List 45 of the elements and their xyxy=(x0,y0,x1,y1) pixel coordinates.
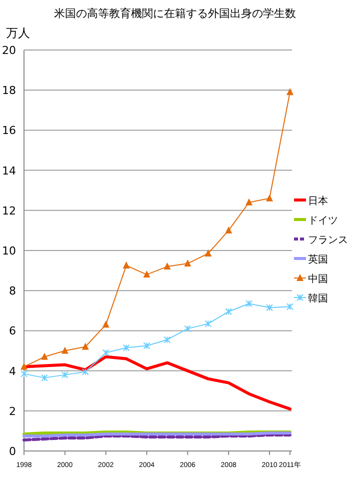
point xyxy=(246,300,253,308)
point xyxy=(82,368,89,376)
point xyxy=(82,342,89,350)
legend-label: 日本 xyxy=(308,195,328,207)
y-tick-label: 16 xyxy=(2,124,16,138)
y-tick-label: 4 xyxy=(9,364,16,378)
y-tick-label: 12 xyxy=(2,204,16,218)
point xyxy=(266,194,273,202)
point xyxy=(164,262,171,270)
y-tick-label: 0 xyxy=(9,445,16,458)
point xyxy=(184,260,192,267)
legend-label: フランス xyxy=(308,235,348,246)
point xyxy=(246,198,253,206)
point xyxy=(143,342,150,350)
point xyxy=(204,250,212,257)
point xyxy=(20,362,28,370)
point xyxy=(40,374,48,382)
y-tick-label: 14 xyxy=(2,164,16,178)
point xyxy=(122,344,130,352)
point xyxy=(61,371,68,378)
point xyxy=(266,304,273,312)
y-axis-title: 万人 xyxy=(6,26,30,40)
y-tick-label: 18 xyxy=(2,84,16,98)
y-tick-label: 10 xyxy=(2,244,16,258)
legend-label: 英国 xyxy=(308,254,328,266)
legend-label: ドイツ xyxy=(308,216,338,226)
point xyxy=(164,336,171,344)
point xyxy=(102,320,110,328)
y-tick-label: 6 xyxy=(9,324,16,338)
chart-title: 米国の高等教育機関に在籍する外国出身の学生数 xyxy=(54,7,296,20)
point xyxy=(143,270,150,278)
point xyxy=(61,346,68,354)
point xyxy=(184,325,192,332)
point xyxy=(225,226,232,234)
point xyxy=(122,262,130,269)
y-tick-label: 20 xyxy=(2,44,16,57)
y-tick-label: 2 xyxy=(9,404,16,418)
point xyxy=(102,349,110,356)
point xyxy=(286,88,294,96)
point xyxy=(40,352,48,360)
legend-label: 韓国 xyxy=(308,292,328,304)
legend-label: 中国 xyxy=(308,273,328,285)
y-tick-label: 8 xyxy=(9,284,16,298)
point xyxy=(204,320,212,328)
point xyxy=(225,308,232,316)
